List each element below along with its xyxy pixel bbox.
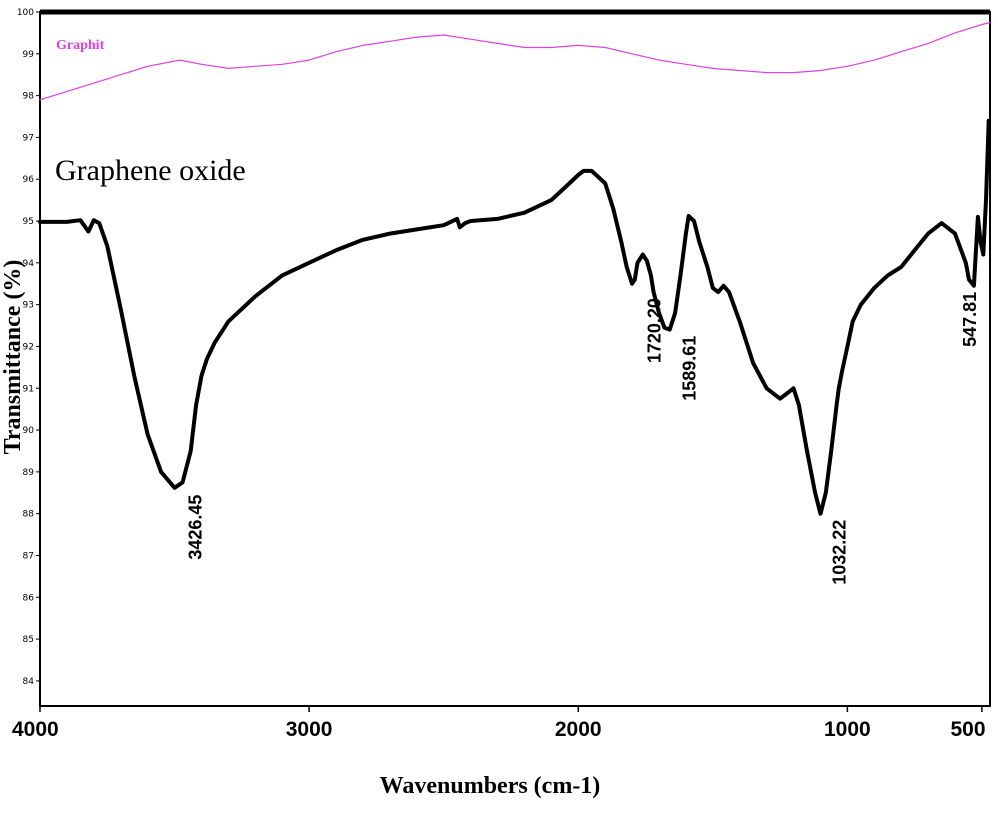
y-tick-label: 98 (23, 92, 35, 102)
series-line-graphene-oxide (38, 118, 991, 516)
peak-label: 1720.20 (645, 298, 665, 363)
y-tick-label: 86 (23, 593, 35, 603)
y-tick-label: 99 (23, 50, 35, 60)
y-tick-label: 100 (17, 8, 34, 18)
y-tick-label: 93 (23, 301, 34, 311)
peak-label: 1032.22 (830, 520, 850, 585)
y-tick-label: 95 (23, 217, 34, 227)
peak-label: 1589.61 (680, 336, 700, 401)
x-tick-label: 3000 (286, 718, 333, 741)
series-label-graphene-oxide: Graphene oxide (55, 154, 246, 187)
y-axis-ticks: 84 85 86 87 88 89 90 91 92 93 94 95 96 97 98 99 100 (17, 8, 40, 687)
x-tick-label: 2000 (555, 718, 602, 741)
y-tick-label: 96 (23, 175, 35, 185)
y-axis-title: Transmittance (%) (0, 260, 26, 455)
peak-label: 547.81 (960, 292, 980, 347)
x-axis-ticks: 4000 3000 2000 1000 500 (12, 706, 986, 741)
plot-frame (39, 11, 991, 707)
y-tick-label: 84 (23, 677, 35, 687)
series-label-graphit: Graphit (56, 38, 105, 53)
x-tick-label: 500 (950, 718, 985, 741)
series-line-graphit (39, 21, 991, 101)
y-tick-label: 91 (23, 384, 34, 394)
y-tick-label: 85 (23, 635, 34, 645)
x-axis-title: Wavenumbers (cm-1) (380, 773, 601, 799)
y-tick-label: 87 (23, 551, 34, 561)
y-tick-label: 88 (23, 510, 35, 520)
y-tick-label: 92 (23, 342, 34, 352)
y-tick-label: 97 (23, 133, 34, 143)
x-tick-label: 1000 (824, 718, 871, 741)
y-tick-label: 90 (23, 426, 35, 436)
series-layer (38, 21, 991, 516)
x-tick-label: 4000 (12, 718, 59, 741)
y-tick-label: 89 (23, 468, 35, 478)
peak-label: 3426.45 (185, 495, 205, 560)
peak-annotations: 3426.45 1720.20 1589.61 1032.22 547.81 (185, 292, 980, 585)
y-tick-label: 94 (23, 259, 35, 269)
